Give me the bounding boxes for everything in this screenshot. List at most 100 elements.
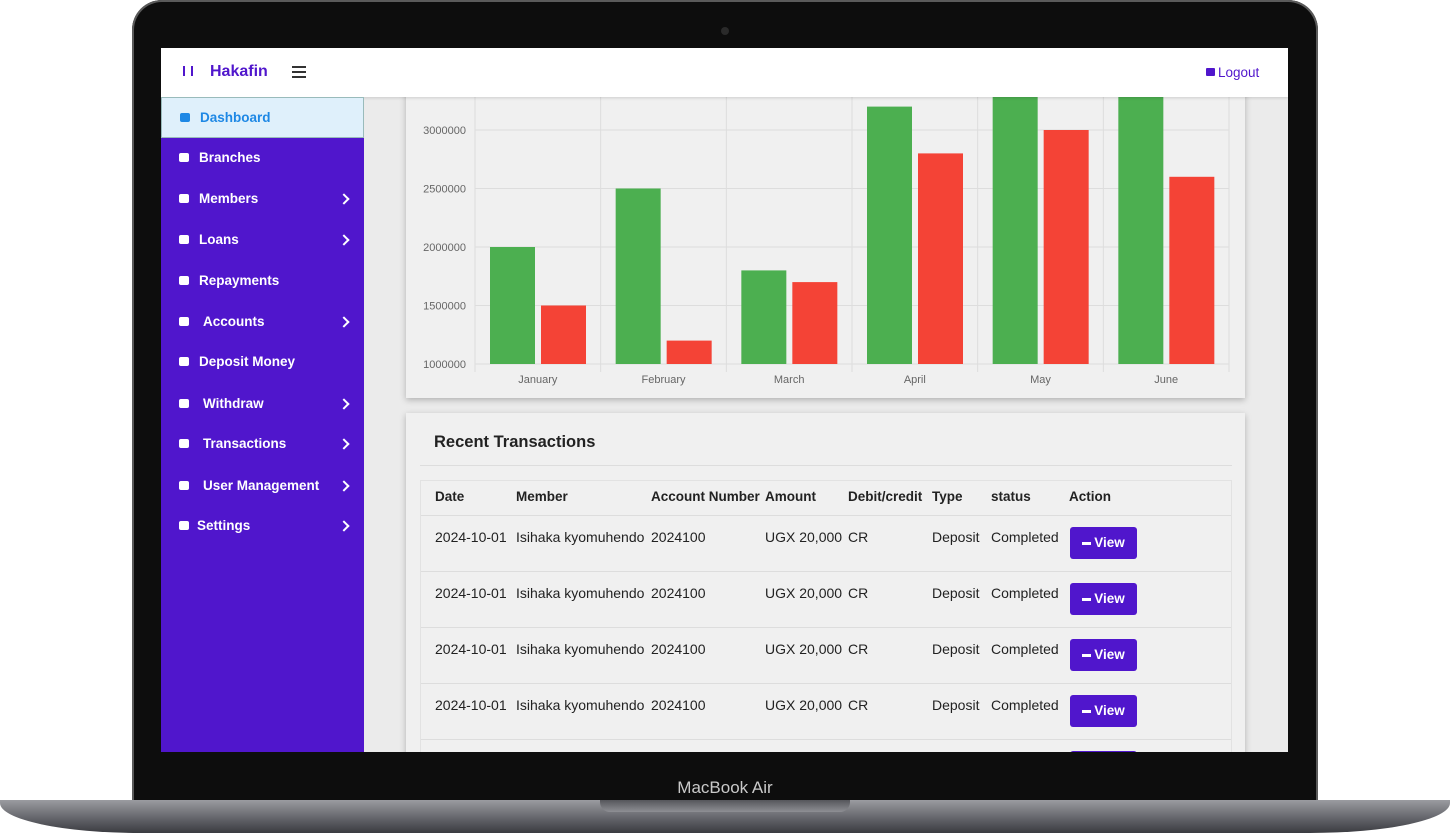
table-cell: Completed (991, 529, 1059, 545)
arrow-icon (1082, 541, 1092, 545)
table-cell: Deposit (932, 585, 980, 601)
sidebar-item[interactable]: Repayments (161, 261, 364, 302)
screen: 1000000 1500000 2000000 2500000 3000000 Janua… (161, 48, 1288, 752)
sidebar-item[interactable]: Deposit Money (161, 342, 364, 383)
brand-icon (183, 66, 193, 76)
y-tick-label: 1500000 (423, 301, 466, 313)
sidebar-label: Settings (197, 518, 251, 533)
content-inner: 1000000 1500000 2000000 2500000 3000000 Janua… (364, 97, 1288, 752)
table-cell: UGX 20,000 (765, 641, 843, 657)
table-cell: Completed (991, 641, 1059, 657)
chart: 1000000 1500000 2000000 2500000 3000000 Janua… (423, 97, 1230, 386)
button-label: View (1094, 591, 1125, 606)
sidebar: Dashboard Branches Members Loans Repayme… (161, 97, 364, 752)
sidebar-label: Loans (199, 232, 239, 247)
top-nav: Hakafin Logout (161, 48, 1288, 97)
bar (541, 305, 586, 364)
table-cell: 2024-10-01 (435, 641, 507, 657)
sidebar-label: Branches (199, 150, 261, 165)
column-header: Member (516, 489, 568, 504)
brand[interactable]: Hakafin (210, 63, 268, 80)
bar (666, 340, 712, 364)
sidebar-label: Accounts (203, 314, 265, 329)
column-header: Amount (765, 489, 816, 504)
button-label: View (1094, 535, 1125, 550)
sidebar-item[interactable]: Withdraw (161, 384, 364, 425)
bar (490, 247, 535, 364)
row-divider (421, 683, 1231, 684)
table-cell: Completed (991, 697, 1059, 713)
sidebar-item[interactable]: User Management (161, 466, 364, 507)
bar (918, 153, 963, 364)
table-cell: 2024-10-01 (435, 697, 507, 713)
sidebar-item[interactable]: Settings (161, 506, 364, 547)
table-frame (420, 480, 1232, 752)
table-cell: Completed (991, 585, 1059, 601)
camera (721, 27, 729, 35)
bar (741, 270, 787, 364)
column-header: Account Number (651, 489, 760, 504)
table-cell: UGX 20,000 (765, 529, 843, 545)
arrow-icon (1082, 653, 1092, 657)
card-title: Recent Transactions (434, 433, 596, 451)
table-cell: 2024100 (651, 585, 706, 601)
x-tick-label: March (774, 374, 805, 386)
sidebar-label: Deposit Money (199, 354, 296, 369)
sidebar-label: User Management (203, 478, 320, 493)
table-cell: Deposit (932, 641, 980, 657)
table-cell: CR (848, 641, 869, 657)
table-cell: 2024-10-01 (435, 529, 507, 545)
table-cell: Deposit (932, 697, 980, 713)
x-tick-label: May (1030, 374, 1051, 386)
bar (867, 106, 912, 364)
column-header: Action (1069, 489, 1111, 504)
bar (792, 282, 838, 364)
table-cell: Isihaka kyomuhendo (516, 697, 645, 713)
transactions-table: Date Member Account Number Amount Debit/cred… (364, 97, 1288, 752)
content: 1000000 1500000 2000000 2500000 3000000 Janua… (364, 97, 1288, 752)
bar (1118, 97, 1164, 364)
button-label: View (1094, 647, 1125, 662)
row-divider (421, 571, 1231, 572)
sidebar-item[interactable]: Dashboard (161, 97, 364, 138)
row-divider (421, 739, 1231, 740)
row-divider (421, 627, 1231, 628)
view-button[interactable] (1070, 751, 1137, 752)
row-divider (421, 515, 1231, 516)
sidebar-item[interactable]: Members (161, 179, 364, 220)
sidebar-item[interactable]: Accounts (161, 302, 364, 343)
sidebar-item[interactable]: Branches (161, 138, 364, 179)
bar (992, 97, 1038, 364)
sidebar-label: Withdraw (203, 396, 264, 411)
menu-toggle[interactable] (292, 66, 306, 68)
table-cell: 2024100 (651, 697, 706, 713)
view-button[interactable]: View (1070, 639, 1137, 671)
y-tick-label: 3000000 (423, 125, 466, 137)
sidebar-label: Dashboard (200, 110, 271, 125)
table-cell: 2024-10-01 (435, 585, 507, 601)
sidebar-item[interactable]: Loans (161, 220, 364, 261)
table-cell: Isihaka kyomuhendo (516, 585, 645, 601)
table-cell: CR (848, 529, 869, 545)
y-tick-label: 2000000 (423, 242, 466, 254)
table-cell: CR (848, 697, 869, 713)
table-cell: UGX 20,000 (765, 585, 843, 601)
column-header: status (991, 489, 1031, 504)
sidebar-label: Transactions (203, 436, 287, 451)
column-header: Type (932, 489, 963, 504)
view-button[interactable]: View (1070, 695, 1137, 727)
logout-icon (1206, 68, 1215, 76)
column-header: Date (435, 489, 465, 504)
logout-link[interactable]: Logout (1218, 65, 1260, 80)
x-tick-label: June (1154, 374, 1178, 386)
y-tick-label: 1000000 (423, 359, 466, 371)
x-tick-label: January (518, 374, 558, 386)
view-button[interactable]: View (1070, 583, 1137, 615)
view-button[interactable]: View (1070, 527, 1137, 559)
table-cell: UGX 20,000 (765, 697, 843, 713)
sidebar-item[interactable]: Transactions (161, 424, 364, 465)
table-cell: Deposit (932, 529, 980, 545)
table-cell: Isihaka kyomuhendo (516, 529, 645, 545)
x-tick-label: April (904, 374, 926, 386)
sidebar-label: Repayments (199, 273, 280, 288)
